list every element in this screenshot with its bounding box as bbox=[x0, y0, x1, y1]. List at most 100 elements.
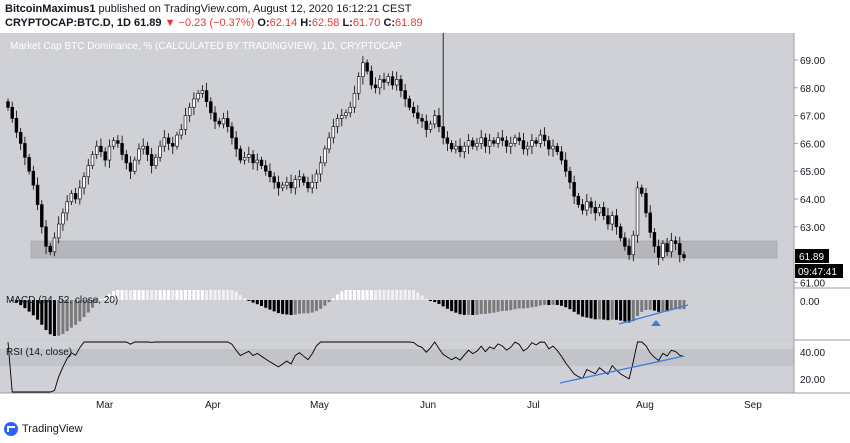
candle-down bbox=[593, 207, 597, 214]
candle-up bbox=[285, 182, 289, 186]
candle-up bbox=[200, 90, 205, 94]
macd-bar bbox=[331, 298, 335, 300]
macd-bar bbox=[395, 290, 399, 300]
price-axis-label: 63.00 bbox=[800, 223, 825, 234]
rsi-trendline[interactable] bbox=[559, 355, 685, 384]
candles-group bbox=[6, 33, 686, 266]
change-value: −0.23 (−0.37%) bbox=[178, 17, 255, 29]
published-text: published on TradingView.com, August 12,… bbox=[98, 3, 412, 15]
candle-up bbox=[597, 207, 602, 214]
candle-down bbox=[521, 140, 526, 150]
macd-bar bbox=[433, 300, 437, 303]
macd-bar bbox=[310, 300, 314, 313]
macd-bar bbox=[530, 300, 534, 308]
author-name[interactable]: BitcoinMaximus1 bbox=[5, 3, 96, 15]
rsi-axis-label-20: 20.00 bbox=[800, 375, 825, 386]
candle-down bbox=[276, 182, 281, 189]
price-axis-label: 61.00 bbox=[800, 278, 825, 289]
candle-up bbox=[487, 140, 492, 147]
macd-histogram bbox=[6, 290, 686, 336]
rsi-axis-label-40: 40.00 bbox=[800, 348, 825, 359]
macd-bar bbox=[48, 300, 52, 335]
candle-down bbox=[230, 126, 234, 139]
macd-bar bbox=[682, 300, 686, 310]
candle-down bbox=[416, 112, 420, 119]
macd-bar bbox=[564, 300, 568, 308]
candle-up bbox=[635, 187, 640, 236]
macd-bar bbox=[133, 290, 137, 300]
candle-down bbox=[623, 237, 627, 247]
macd-bar bbox=[175, 290, 179, 300]
macd-bar bbox=[479, 300, 483, 315]
macd-trendline[interactable] bbox=[618, 304, 689, 325]
macd-bar bbox=[209, 290, 213, 300]
macd-bar bbox=[251, 300, 255, 303]
countdown-tag bbox=[795, 264, 843, 278]
publish-info: BitcoinMaximus1 published on TradingView… bbox=[5, 3, 411, 15]
macd-bar bbox=[492, 300, 496, 313]
candle-up bbox=[162, 137, 167, 147]
candle-down bbox=[411, 106, 416, 114]
macd-bar bbox=[407, 290, 411, 300]
candle-down bbox=[403, 90, 407, 100]
rsi-line-group bbox=[7, 341, 685, 393]
candle-down bbox=[640, 187, 644, 194]
tradingview-branding[interactable]: TradingView bbox=[4, 422, 83, 436]
macd-bar bbox=[192, 290, 196, 300]
candle-down bbox=[483, 137, 488, 147]
candle-up bbox=[175, 134, 179, 147]
rsi-pane[interactable] bbox=[0, 341, 794, 393]
macd-bar bbox=[429, 300, 432, 301]
candle-up bbox=[462, 145, 466, 153]
macd-bar bbox=[365, 290, 369, 300]
macd-bar bbox=[390, 290, 394, 300]
macd-bar bbox=[678, 300, 682, 310]
candle-up bbox=[331, 126, 336, 139]
macd-divergence-marker-icon bbox=[651, 320, 661, 326]
macd-bar bbox=[120, 290, 124, 300]
candle-down bbox=[471, 140, 475, 147]
candle-up bbox=[133, 159, 137, 172]
price-axis[interactable]: 69.00 68.00 67.00 66.00 65.00 64.00 63.00 61.00 bbox=[794, 56, 825, 289]
macd-bar bbox=[27, 300, 31, 312]
candle-up bbox=[348, 106, 352, 114]
countdown-label: 09:47:41 bbox=[798, 267, 837, 278]
macd-bar bbox=[581, 300, 585, 317]
macd-bar bbox=[640, 300, 644, 312]
candle-up bbox=[386, 76, 390, 83]
chart-area[interactable]: Market Cap BTC Dominance, % (CALCULATED … bbox=[0, 33, 850, 418]
support-zone[interactable] bbox=[30, 240, 778, 259]
macd-bar bbox=[399, 290, 403, 300]
candle-down bbox=[547, 140, 551, 150]
macd-bar bbox=[137, 290, 141, 300]
macd-bar bbox=[467, 300, 471, 315]
macd-bar bbox=[509, 300, 513, 311]
candle-up bbox=[513, 137, 517, 144]
candle-down bbox=[204, 90, 209, 102]
macd-bar bbox=[661, 300, 665, 312]
macd-bar bbox=[276, 300, 280, 314]
macd-bar bbox=[19, 300, 23, 306]
macd-bar bbox=[162, 290, 166, 300]
candle-up bbox=[530, 140, 534, 147]
candle-up bbox=[340, 115, 344, 119]
candle-up bbox=[475, 143, 479, 147]
price-axis-label: 69.00 bbox=[800, 56, 825, 67]
macd-bar bbox=[602, 300, 606, 320]
macd-bar bbox=[107, 293, 111, 300]
macd-bar bbox=[226, 290, 230, 300]
macd-bar bbox=[403, 290, 407, 300]
macd-bar bbox=[344, 290, 348, 300]
macd-bar bbox=[631, 300, 635, 322]
candle-up bbox=[585, 201, 589, 211]
candle-down bbox=[580, 204, 585, 211]
macd-bar bbox=[281, 300, 285, 315]
candle-up bbox=[479, 137, 483, 144]
macd-bar bbox=[221, 290, 225, 300]
macd-bar bbox=[213, 290, 217, 300]
candle-up bbox=[631, 234, 636, 255]
candle-up bbox=[610, 215, 614, 225]
macd-bar bbox=[319, 300, 323, 309]
price-axis-label: 67.00 bbox=[800, 112, 825, 123]
price-axis-label: 66.00 bbox=[800, 139, 825, 150]
